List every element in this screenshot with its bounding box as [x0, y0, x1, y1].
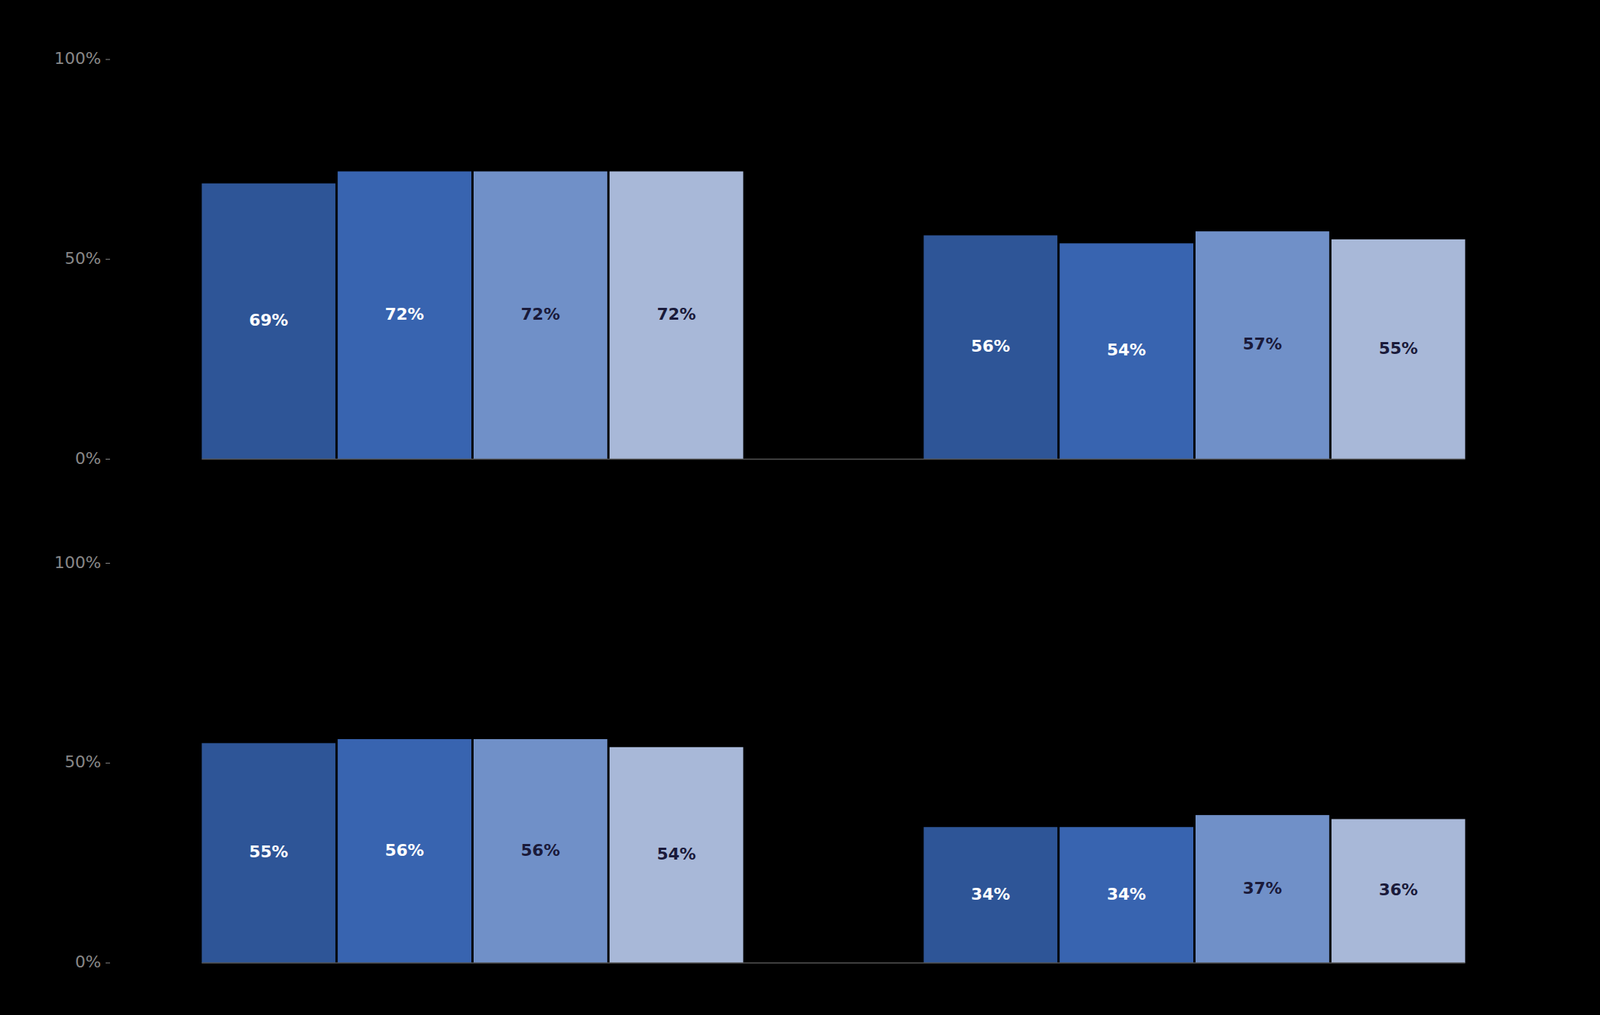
- bar: [201, 183, 336, 460]
- bar: [609, 171, 744, 460]
- bar: [1059, 243, 1194, 459]
- tick-label: 0%: [75, 952, 102, 972]
- bar: [1195, 814, 1330, 963]
- data-label: 69%: [249, 310, 289, 330]
- chart-panel: 0% 50% 100% 55% 56% 56% 54% 34% 34% 37% 36%: [54, 553, 1466, 972]
- data-label: 72%: [385, 304, 425, 324]
- data-label: 34%: [1107, 884, 1147, 904]
- tick-mark: [105, 562, 111, 564]
- tick-label: 50%: [64, 249, 102, 268]
- data-label: 56%: [385, 840, 425, 860]
- tick-label: 100%: [54, 49, 102, 68]
- tick-mark: [105, 458, 111, 460]
- baseline: [201, 962, 1465, 964]
- bar: [337, 739, 472, 963]
- bar: [923, 826, 1058, 963]
- data-label: 55%: [249, 842, 289, 861]
- bar: [1059, 826, 1194, 963]
- bar: [1331, 239, 1466, 460]
- background: [0, 0, 1600, 1015]
- tick-label: 100%: [54, 553, 102, 572]
- data-labels: 55% 56% 56% 54% 34% 34% 37% 36%: [249, 840, 1418, 904]
- tick-mark: [105, 59, 111, 61]
- bar: [609, 747, 744, 963]
- tick-mark: [105, 762, 111, 764]
- bar: [1195, 231, 1330, 459]
- bars: [201, 171, 1465, 460]
- bar: [923, 235, 1058, 460]
- bar: [337, 171, 472, 460]
- chart-panel: 0% 50% 100% 69% 72% 72% 72% 56% 54% 57% 55%: [54, 49, 1466, 468]
- bars: [201, 739, 1465, 963]
- bar: [1331, 819, 1466, 964]
- tick-mark: [105, 962, 111, 964]
- data-label: 72%: [521, 304, 561, 324]
- bar: [201, 742, 336, 963]
- tick-mark: [105, 258, 111, 260]
- chart-canvas: 0% 50% 100% 69% 72% 72% 72% 56% 54% 57% 55% 0% 50% 10…: [0, 0, 1600, 1015]
- bar: [473, 739, 608, 963]
- data-label: 34%: [971, 884, 1011, 904]
- data-label: 57%: [1243, 334, 1283, 354]
- bar: [473, 171, 608, 460]
- data-label: 56%: [971, 336, 1011, 356]
- data-label: 72%: [656, 304, 696, 324]
- data-label: 36%: [1378, 880, 1418, 899]
- data-label: 56%: [521, 840, 561, 860]
- data-label: 37%: [1243, 878, 1283, 898]
- tick-label: 0%: [75, 449, 102, 468]
- data-labels: 69% 72% 72% 72% 56% 54% 57% 55%: [249, 304, 1418, 360]
- data-label: 55%: [1378, 339, 1418, 358]
- data-label: 54%: [656, 844, 696, 864]
- baseline: [201, 458, 1465, 461]
- tick-label: 50%: [64, 752, 102, 772]
- data-label: 54%: [1107, 340, 1147, 360]
